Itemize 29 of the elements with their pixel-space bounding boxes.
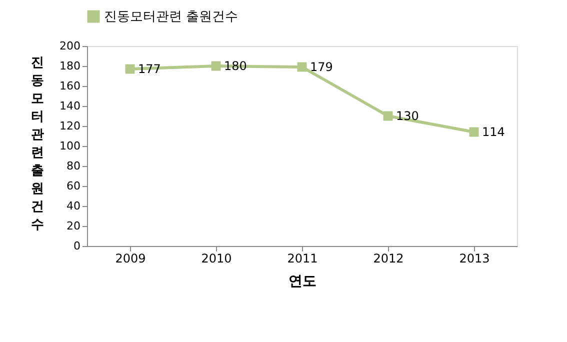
- y-tick-label: 180: [60, 60, 80, 72]
- point: [469, 127, 479, 137]
- data-label: 179: [310, 60, 333, 74]
- data-label: 180: [224, 59, 247, 73]
- y-tick-label: 120: [60, 120, 80, 132]
- point: [297, 62, 307, 72]
- text: 진동모터관련 출원건수: [31, 56, 44, 232]
- x-tick-label: 2010: [201, 252, 232, 266]
- y-tick-label: 20: [66, 220, 80, 232]
- x-axis-title: 연도: [288, 274, 316, 290]
- x-tick-label: 2011: [287, 252, 318, 266]
- point: [211, 61, 221, 71]
- y-tick-label: 40: [66, 200, 80, 212]
- point: [383, 111, 393, 121]
- point: [125, 64, 135, 74]
- x-tick-label: 2012: [373, 252, 404, 266]
- y-tick-label: 80: [66, 160, 80, 172]
- x-tick-label: 2013: [459, 252, 490, 266]
- data-label: 114: [482, 125, 505, 139]
- y-tick-label: 160: [60, 80, 80, 92]
- data-label: 177: [138, 62, 161, 76]
- y-tick-label: 200: [60, 40, 80, 52]
- data-label: 130: [396, 109, 419, 123]
- y-tick-label: 140: [60, 100, 80, 112]
- legend-label: 진동모터관련 출원건수: [104, 10, 238, 24]
- y-tick-label: 60: [66, 180, 80, 192]
- x-tick-label: 2009: [115, 252, 146, 266]
- y-tick-label: 100: [60, 140, 80, 152]
- y-tick-label: 0: [74, 240, 80, 252]
